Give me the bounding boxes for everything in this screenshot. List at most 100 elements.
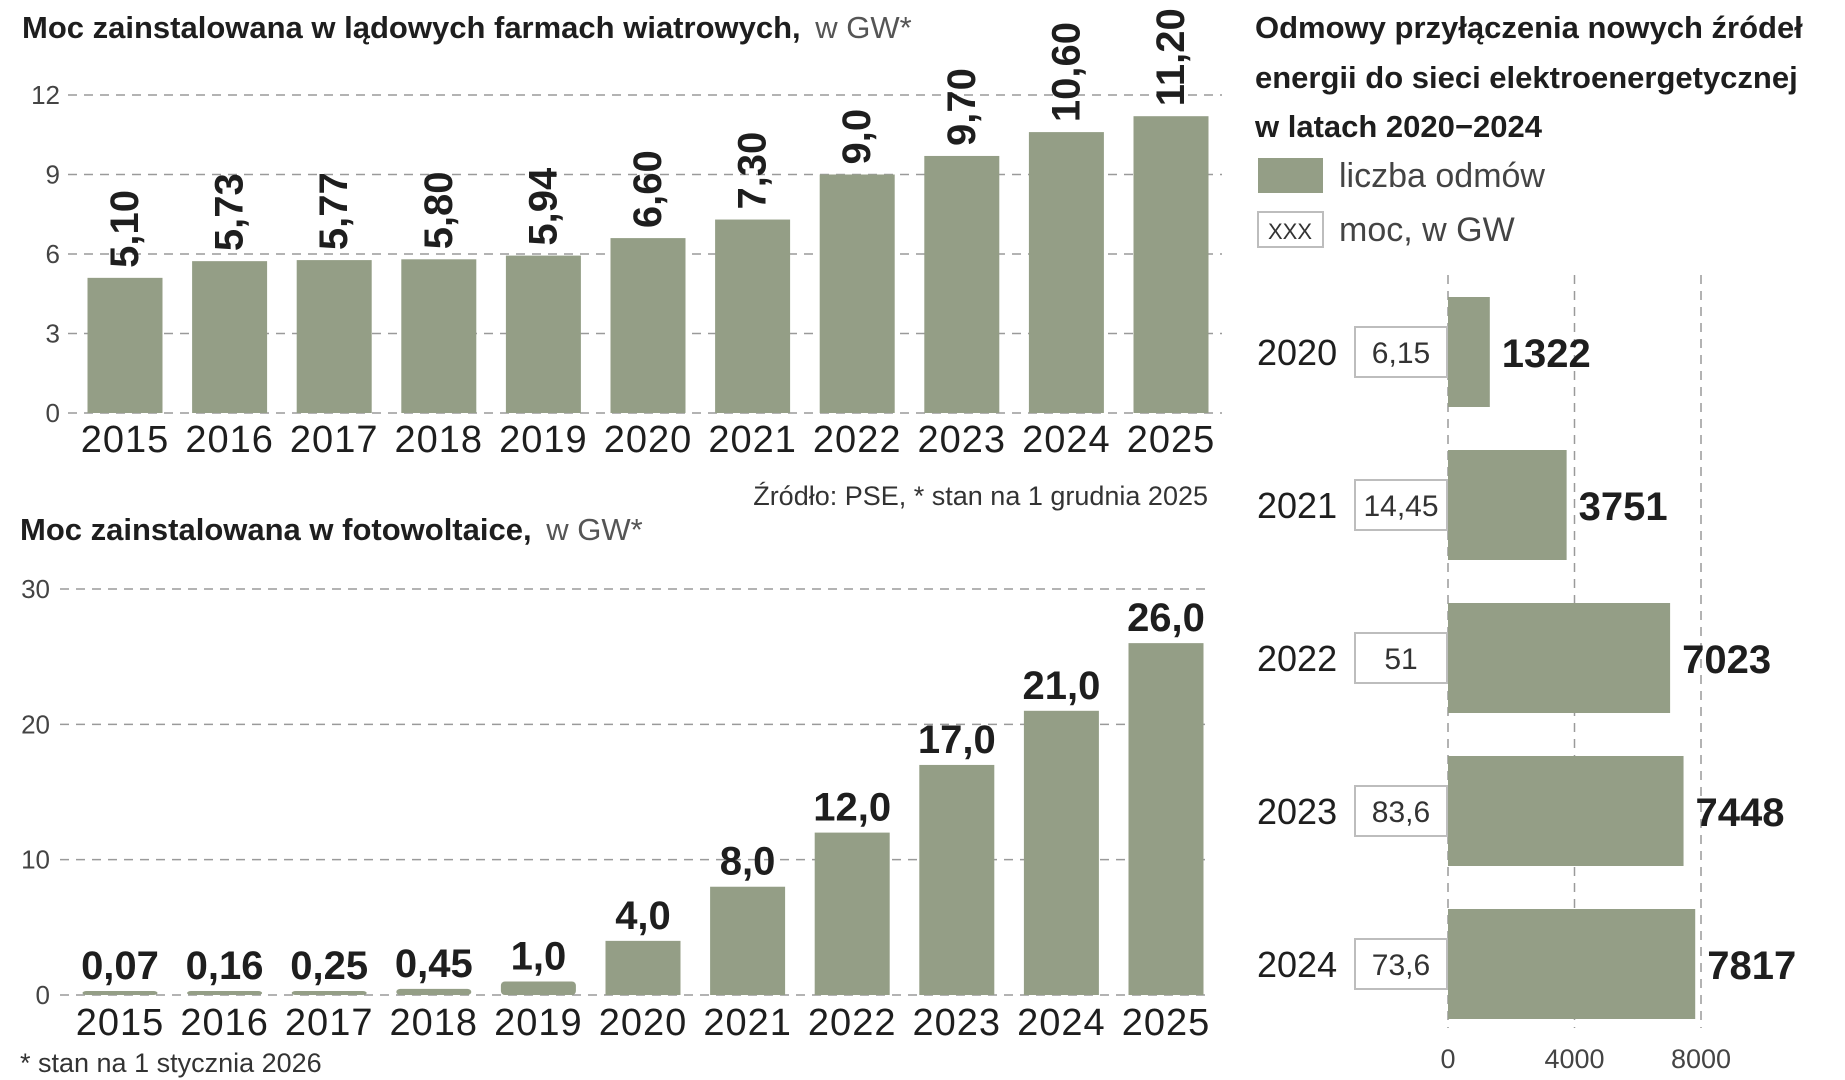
count-label-2024: 7817 [1707,944,1796,988]
y-tick-label: 9 [46,160,60,190]
x-tick-label: 2020 [599,1002,688,1044]
value-label-2023: 9,70 [940,68,984,146]
x-tick-label: 2018 [395,419,484,461]
value-label-2020: 4,0 [615,894,671,938]
bar-2016 [187,991,263,995]
year-label-2023: 2023 [1257,791,1337,832]
bar-2021 [710,886,786,995]
value-label-2019: 1,0 [511,934,567,978]
value-label-2016: 0,16 [186,944,264,988]
y-tick-label: 0 [36,980,50,1010]
bar-2023 [919,764,995,995]
y-tick-label: 30 [21,574,50,604]
refusals-chart-title: Odmowy przyłączenia nowych źródeł energi… [1254,10,1811,144]
value-label-2018: 0,45 [395,942,473,986]
power-box-2023 [1354,785,1448,837]
hbar-2021 [1448,450,1567,560]
x-tick-label: 8000 [1671,1044,1731,1074]
y-tick-label: 12 [31,80,60,110]
legend-box-text: XXX [1268,219,1312,244]
value-label-2025: 26,0 [1127,596,1205,640]
x-tick-label: 2022 [808,1002,897,1044]
hbar-2020 [1448,297,1490,407]
value-label-2024: 10,60 [1044,22,1088,122]
value-label-2022: 9,0 [835,109,879,165]
value-label-2021: 8,0 [720,840,776,884]
power-box-2020 [1354,326,1448,378]
legend-box-power [1257,211,1324,248]
bar-2025 [1128,643,1204,995]
value-label-2024: 21,0 [1022,664,1100,708]
year-label-2022: 2022 [1257,638,1337,679]
bar-2024 [1023,710,1099,995]
bar-2021 [715,219,791,413]
x-tick-label: 2019 [494,1002,583,1044]
x-tick-label: 2023 [918,419,1007,461]
power-value-2024: 73,6 [1372,949,1430,982]
x-tick-label: 2025 [1122,1002,1211,1044]
value-label-2023: 17,0 [918,718,996,762]
count-label-2022: 7023 [1682,638,1771,682]
bar-2019 [500,981,576,995]
value-label-2015: 0,07 [81,944,159,988]
count-label-2021: 3751 [1579,485,1668,529]
bar-2015 [82,991,158,995]
hbar-2024 [1448,909,1696,1019]
x-tick-label: 2023 [913,1002,1002,1044]
power-value-2022: 51 [1384,643,1417,676]
x-tick-label: 4000 [1544,1044,1604,1074]
bar-2018 [401,259,477,413]
x-tick-label: 0 [1440,1044,1455,1074]
wind-chart-title: Moc zainstalowana w lądowych farmach wia… [22,10,912,45]
x-tick-label: 2016 [180,1002,269,1044]
pv-chart-title: Moc zainstalowana w fotowoltaice, w GW* [20,512,643,547]
x-tick-label: 2025 [1127,419,1216,461]
count-label-2020: 1322 [1502,332,1591,376]
value-label-2022: 12,0 [813,786,891,830]
power-value-2021: 14,45 [1363,490,1438,523]
value-label-2021: 7,30 [731,132,775,210]
power-value-2023: 83,6 [1372,796,1430,829]
pv-chart-footnote: * stan na 1 stycznia 2026 [20,1048,322,1078]
x-tick-label: 2021 [708,419,797,461]
bar-2019 [505,255,581,413]
bar-2017 [296,260,372,413]
x-tick-label: 2021 [703,1002,792,1044]
value-label-2015: 5,10 [103,190,147,268]
y-tick-label: 20 [21,709,50,739]
power-value-2020: 6,15 [1372,337,1430,370]
value-label-2016: 5,73 [208,173,252,251]
bar-2024 [1028,132,1104,413]
legend-label-power: moc, w GW [1339,211,1515,249]
x-tick-label: 2016 [185,419,274,461]
pv-chart-unit: w GW* [545,512,642,547]
power-box-2024 [1354,938,1448,990]
count-label-2023: 7448 [1696,791,1785,835]
bar-2017 [291,991,367,995]
legend-swatch-count [1258,158,1323,193]
year-label-2024: 2024 [1257,944,1337,985]
x-tick-label: 2020 [604,419,693,461]
y-tick-label: 10 [21,845,50,875]
year-label-2020: 2020 [1257,332,1337,373]
x-tick-label: 2017 [290,419,379,461]
value-label-2017: 0,25 [290,944,368,988]
bar-2018 [396,988,472,995]
x-tick-label: 2017 [285,1002,374,1044]
x-tick-label: 2015 [76,1002,165,1044]
bar-2020 [610,238,686,413]
power-box-2021 [1354,479,1448,531]
y-tick-label: 6 [46,239,60,269]
x-tick-label: 2015 [81,419,170,461]
value-label-2017: 5,77 [312,172,356,250]
refusals-legend: liczba odmów XXX moc, w GW [1257,157,1545,249]
bar-2023 [924,155,1000,413]
legend-label-count: liczba odmów [1339,157,1545,195]
hbar-2022 [1448,603,1671,713]
bar-2020 [605,940,681,995]
bar-2016 [192,261,268,413]
value-label-2019: 5,94 [521,167,565,246]
bar-2022 [819,174,895,413]
x-tick-label: 2018 [390,1002,479,1044]
x-tick-label: 2024 [1022,419,1111,461]
